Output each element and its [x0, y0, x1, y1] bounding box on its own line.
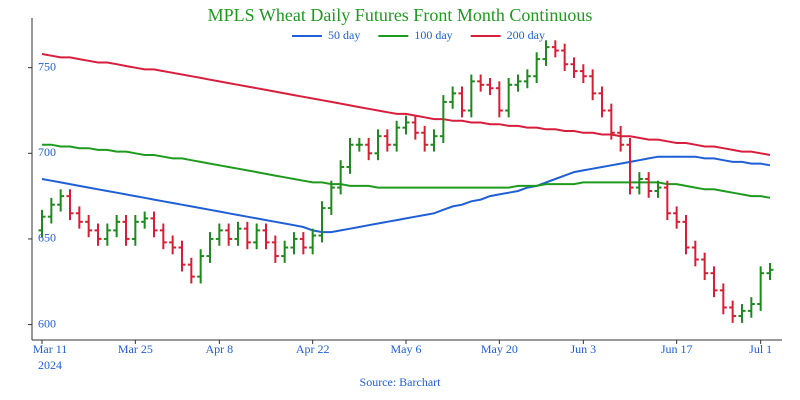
x-tick-label: Mar 11 [33, 342, 68, 356]
ma-line [41, 53, 771, 156]
x-tick-label: Apr 8 [205, 342, 233, 356]
y-tick-label: 600 [38, 316, 56, 330]
x-tick-label: Jul 1 [749, 342, 772, 356]
legend-label: 200 day [507, 28, 545, 42]
chart-title: MPLS Wheat Daily Futures Front Month Con… [208, 5, 593, 25]
x-tick-label: Mar 25 [118, 342, 153, 356]
y-tick-label: 700 [38, 145, 56, 159]
ma-line [41, 155, 771, 234]
source-note: Source: Barchart [360, 375, 442, 389]
x-tick-label: May 20 [481, 342, 518, 356]
legend-label: 100 day [414, 28, 452, 42]
legend-label: 50 day [328, 28, 360, 42]
ma-line [42, 143, 771, 199]
x-tick-label: Apr 22 [296, 342, 330, 356]
x-tick-label: Jun 3 [570, 342, 596, 356]
y-tick-label: 750 [38, 59, 56, 73]
y-tick-label: 650 [38, 231, 56, 245]
x-tick-label: Jun 17 [661, 342, 693, 356]
x-tick-label: May 6 [391, 342, 422, 356]
x-tick-label: 2024 [38, 358, 62, 372]
